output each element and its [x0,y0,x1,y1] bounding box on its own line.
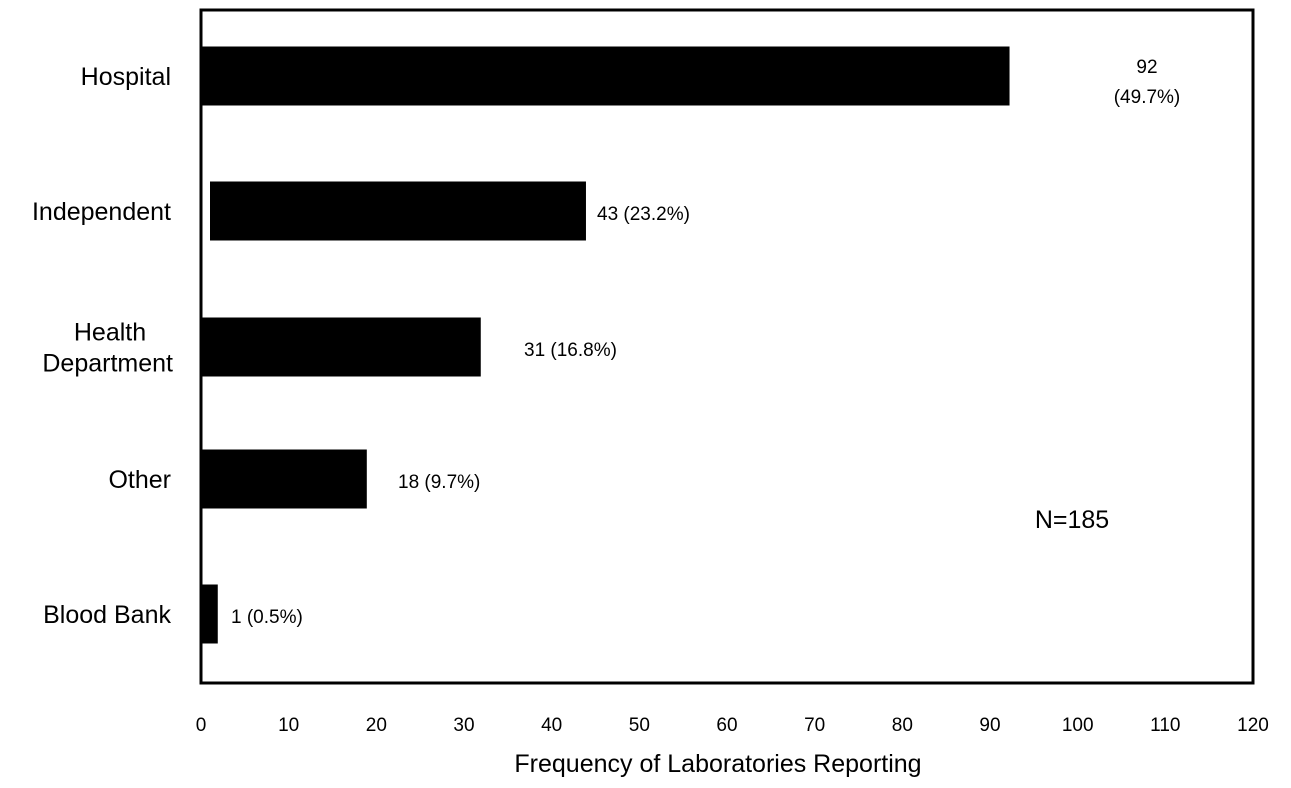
bar-3 [201,449,367,509]
x-tick-label: 90 [979,715,1000,736]
x-tick-label: 100 [1062,715,1094,736]
x-tick-label: 40 [541,715,562,736]
bars-layer [201,46,1010,644]
category-label-1: Independent [32,198,171,226]
sample-size-note: N=185 [1035,506,1109,534]
data-label-4: 1 (0.5%) [231,607,303,628]
x-tick-label: 0 [196,715,207,736]
bar-0 [201,46,1010,106]
x-tick-label: 50 [629,715,650,736]
data-labels: 92 (49.7%) 43 (23.2%) 31 (16.8%) 18 (9.7%) 1 … [231,57,1180,628]
x-axis-ticks: 0 10 20 30 40 50 60 70 80 90 100 110 120 [196,715,1269,736]
data-label-1: 43 (23.2%) [597,204,690,225]
data-label-2: 31 (16.8%) [524,340,617,361]
x-tick-label: 110 [1150,715,1180,736]
category-label-3: Other [108,466,171,494]
bar-4 [201,584,218,644]
category-label-4: Blood Bank [43,601,171,629]
bar-2 [201,317,481,377]
data-label-3: 18 (9.7%) [398,472,480,493]
category-labels: Hospital Independent Health Department Other… [32,63,173,629]
x-tick-label: 80 [892,715,913,736]
category-label-2: Health Department [42,319,173,378]
x-tick-label: 20 [366,715,387,736]
category-label-0: Hospital [81,63,171,91]
x-axis-title: Frequency of Laboratories Reporting [514,750,921,778]
x-tick-label: 30 [453,715,474,736]
x-tick-label: 10 [278,715,299,736]
x-tick-label: 120 [1237,715,1269,736]
data-label-0: 92 (49.7%) [1114,57,1181,108]
x-tick-label: 70 [804,715,825,736]
x-tick-label: 60 [716,715,737,736]
bar-1 [210,181,586,241]
